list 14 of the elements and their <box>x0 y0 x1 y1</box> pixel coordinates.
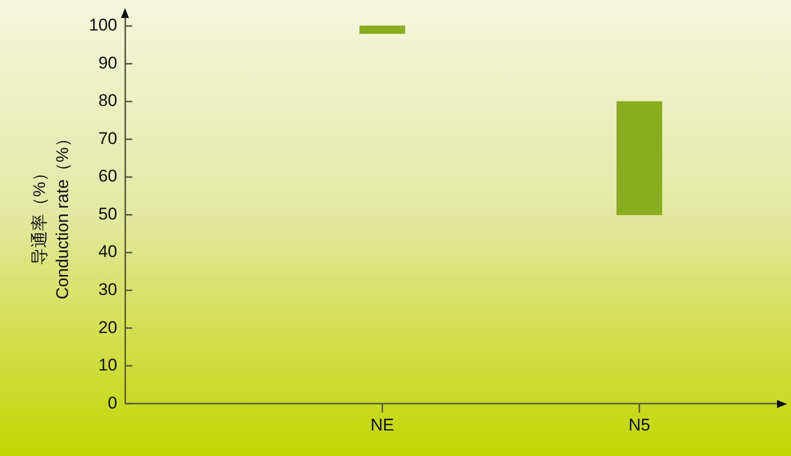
y-tick-label: 70 <box>98 128 118 148</box>
y-tick-label: 40 <box>98 242 118 262</box>
y-tick-label: 50 <box>98 204 118 224</box>
y-tick-label: 30 <box>98 280 118 300</box>
y-tick-label: 0 <box>108 393 118 412</box>
y-tick-label: 90 <box>98 53 118 72</box>
x-tick-label: NE <box>370 415 394 434</box>
y-tick-label: 80 <box>98 91 118 110</box>
y-tick-label: 10 <box>98 356 118 375</box>
y-tick-label: 20 <box>98 318 118 337</box>
y-tick-label: 100 <box>88 16 118 35</box>
y-tick-label: 60 <box>98 166 118 186</box>
y-axis-title: 导通率（%） Conduction rate（%） <box>30 130 72 300</box>
x-tick-label: N5 <box>628 415 650 434</box>
